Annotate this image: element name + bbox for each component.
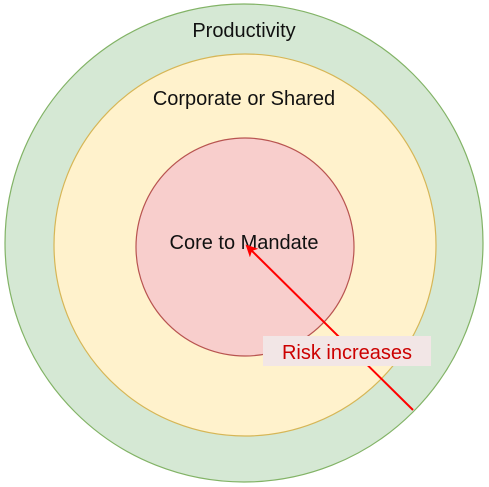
productivity-label: Productivity <box>192 20 295 42</box>
core-to-mandate-label: Core to Mandate <box>170 232 319 254</box>
risk-arrow <box>245 244 414 411</box>
core-to-mandate-ring <box>135 137 355 357</box>
risk-label-background <box>263 336 431 366</box>
corporate-or-shared-label: Corporate or Shared <box>153 88 335 110</box>
risk-increases-label: Risk increases <box>282 342 412 364</box>
